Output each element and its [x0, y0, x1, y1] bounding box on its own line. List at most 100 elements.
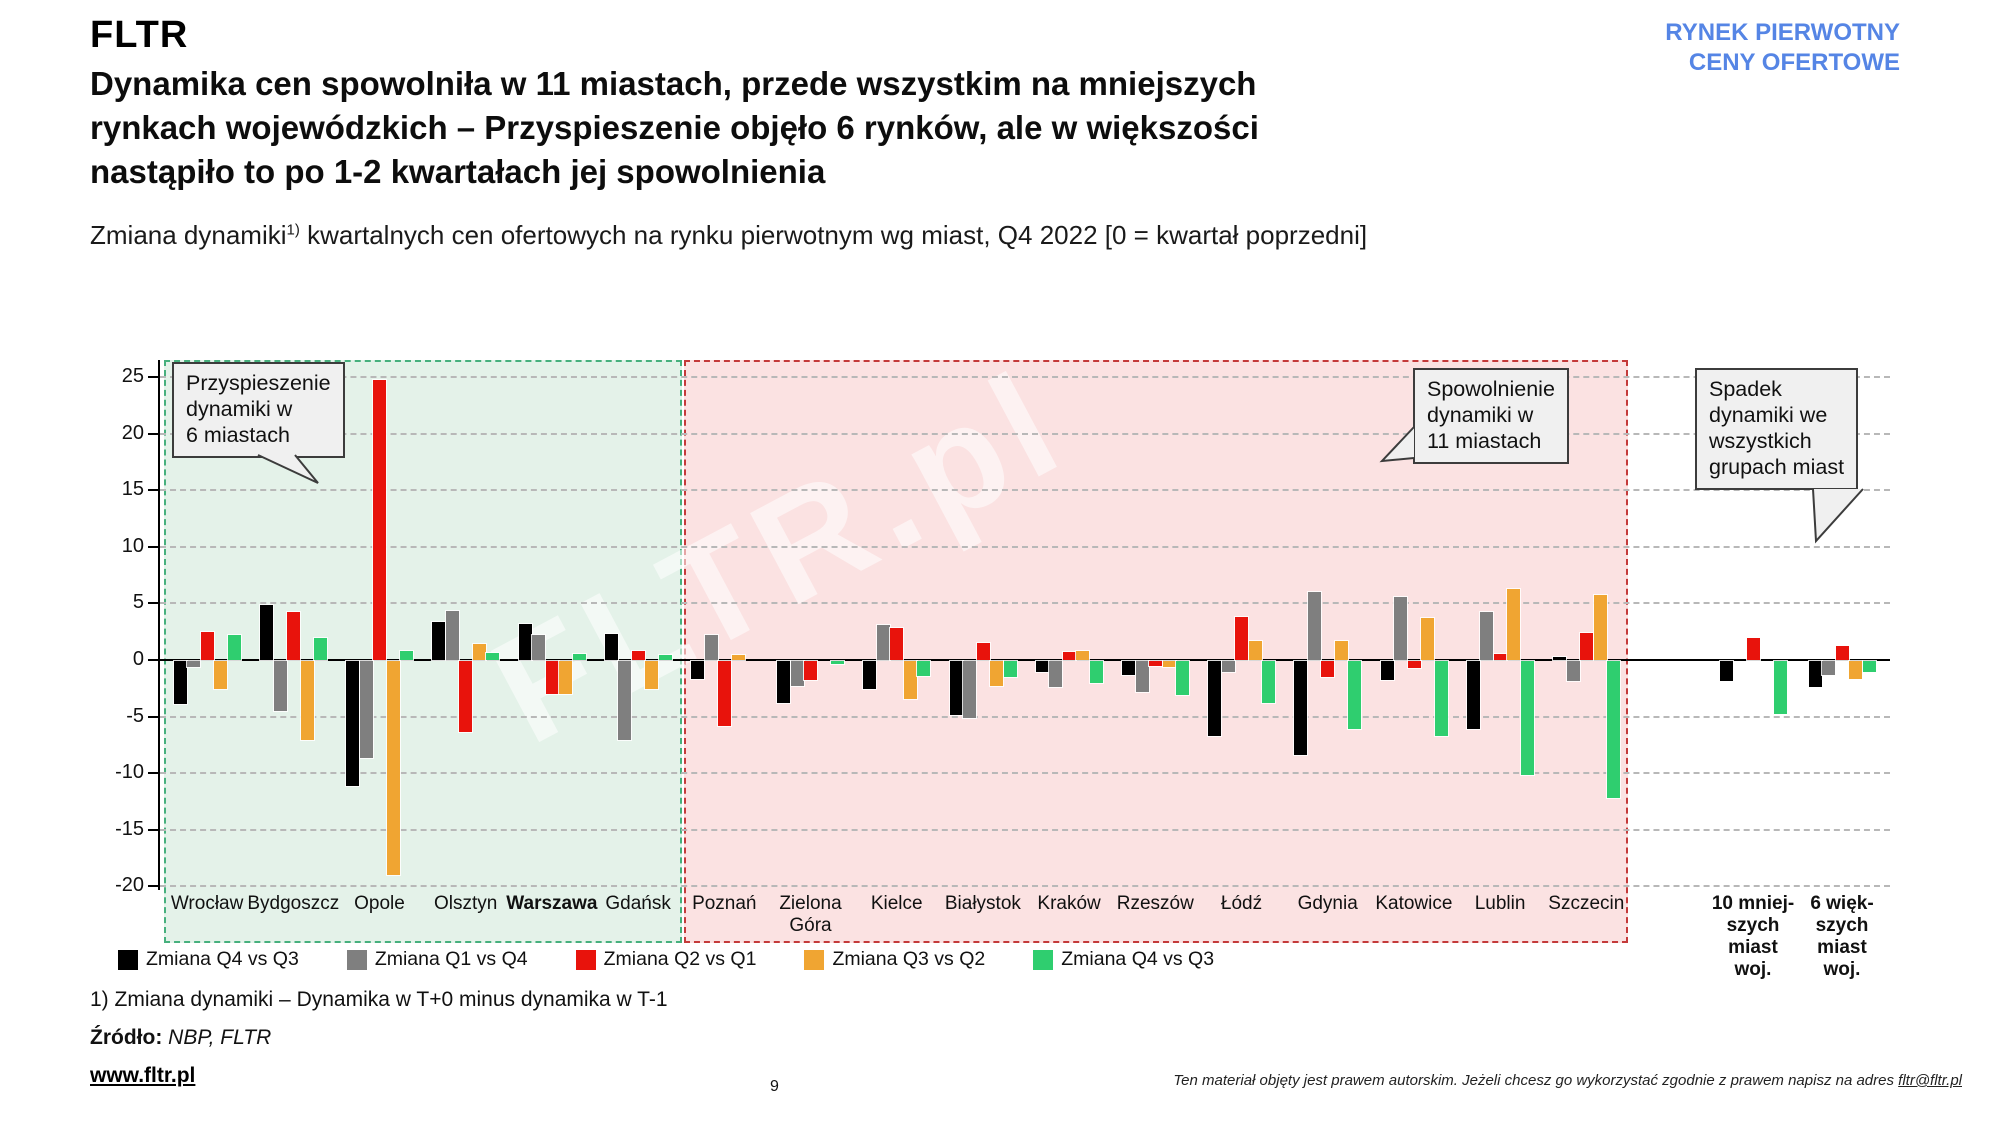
- callout-line: Spadek: [1709, 377, 1782, 401]
- gridline: [160, 885, 1890, 888]
- bar-series1-cat8: [875, 623, 891, 661]
- legend-item: Zmiana Q4 vs Q3: [118, 948, 299, 971]
- subtitle-rest: kwartalnych cen ofertowych na rynku pier…: [299, 220, 1368, 250]
- bar-series0-cat1: [259, 603, 275, 661]
- page-number: 9: [770, 1078, 779, 1095]
- axis-tick: [148, 376, 160, 378]
- bar-series4-cat1: [313, 637, 329, 661]
- legend-label: Zmiana Q1 vs Q4: [374, 948, 528, 970]
- bar-series4-cat14: [1433, 660, 1449, 737]
- bar-series4-cat8: [916, 660, 932, 677]
- gridline: [160, 715, 1890, 718]
- bar-series2-cat12: [1234, 615, 1250, 661]
- axis-tick: [148, 828, 160, 831]
- x-axis-label: Gdańsk: [605, 893, 671, 914]
- bar-series4-cat15: [1519, 659, 1535, 777]
- bar-series3-cat15: [1506, 587, 1522, 661]
- bar-series1-cat9: [962, 660, 978, 719]
- bar-series4-cat13: [1347, 660, 1363, 730]
- bar-series2-cat7: [803, 659, 819, 682]
- bar-series1-cat14: [1393, 595, 1409, 661]
- legend-label: Zmiana Q2 vs Q1: [603, 948, 757, 970]
- bar-series0-cat0: [172, 659, 188, 706]
- title-line-1: Dynamika cen spowolniła w 11 miastach, p…: [90, 65, 1257, 102]
- bar-series3-cat13: [1333, 639, 1349, 661]
- gridline: [160, 376, 1890, 378]
- source-label: Źródło:: [90, 1026, 163, 1049]
- legend-label: Zmiana Q3 vs Q2: [832, 948, 986, 970]
- bar-series3-cat1: [299, 659, 315, 742]
- bar-series0-cat2: [345, 660, 361, 787]
- x-axis-label: Zielona Góra: [779, 893, 842, 936]
- x-axis-label: Warszawa: [506, 893, 598, 914]
- y-axis-line: [158, 360, 160, 890]
- bar-series0-cat11: [1121, 660, 1137, 676]
- x-axis-label: 10 mniej-szych miast woj.: [1711, 893, 1795, 980]
- y-axis-tick-label: 15: [121, 478, 144, 501]
- legend-item: Zmiana Q1 vs Q4: [346, 948, 528, 971]
- bar-series1-cat6: [703, 634, 719, 661]
- bar-series4-cat12: [1261, 660, 1277, 704]
- axis-tick: [148, 432, 160, 435]
- bar-series0-cat4: [517, 622, 533, 661]
- gridline: [160, 602, 1890, 605]
- corner-line-2: CENY OFERTOWE: [1688, 49, 1900, 76]
- y-axis-tick-label: 20: [121, 421, 144, 444]
- x-axis-label: Gdynia: [1297, 893, 1358, 914]
- bar-series4-cat4: [571, 653, 587, 661]
- callout-line: Spowolnienie: [1427, 377, 1555, 401]
- page-title: Dynamika cen spowolniła w 11 miastach, p…: [90, 62, 1259, 194]
- x-axis-label: Wrocław: [170, 893, 244, 914]
- bar-series0-cat7: [776, 660, 792, 704]
- bar-series4-cat7: [830, 659, 846, 666]
- callout-deceleration: Spowolnienie dynamiki w 11 miastach: [1413, 368, 1569, 464]
- bar-series0-cat15: [1465, 660, 1481, 730]
- bar-series1-cat4: [531, 634, 547, 661]
- legend-item: Zmiana Q2 vs Q1: [575, 948, 757, 971]
- bar-series3-cat5: [644, 659, 660, 691]
- footnote: 1) Zmiana dynamiki – Dynamika w T+0 minu…: [90, 988, 668, 1011]
- bar-series2-cat13: [1320, 660, 1336, 678]
- bar-series4-cat0: [226, 634, 242, 661]
- gridline: [160, 828, 1890, 831]
- bar-series2-cat15: [1492, 653, 1508, 661]
- copyright-email-link[interactable]: fltr@fltr.pl: [1898, 1072, 1962, 1089]
- bar-series1-cat3: [444, 610, 460, 661]
- gridline: [160, 772, 1890, 775]
- source-line: Źródło: NBP, FLTR: [90, 1026, 271, 1050]
- bar-series1-cat1: [272, 660, 288, 712]
- axis-tick: [148, 489, 160, 492]
- bar-series0-cat16: [1552, 655, 1568, 662]
- bar-series2-cat18: [1834, 645, 1850, 661]
- bar-series2-cat8: [889, 627, 905, 661]
- x-axis-label: Bydgoszcz: [247, 893, 340, 914]
- axis-tick: [148, 715, 160, 718]
- bar-series0-cat8: [862, 659, 878, 691]
- bar-series4-cat18: [1861, 659, 1877, 674]
- bar-series3-cat3: [471, 643, 487, 661]
- bar-series2-cat1: [286, 611, 302, 661]
- x-axis-label: Kraków: [1037, 893, 1101, 914]
- bar-series2-cat10: [1061, 651, 1077, 661]
- legend-item: Zmiana Q4 vs Q3: [1033, 948, 1214, 971]
- website-link[interactable]: www.fltr.pl: [90, 1064, 196, 1087]
- copyright-text: Ten materiał objęty jest prawem autorski…: [1173, 1072, 1899, 1089]
- x-axis-label: Lublin: [1474, 893, 1526, 914]
- bar-series4-cat3: [485, 652, 501, 661]
- bar-series3-cat18: [1848, 659, 1864, 681]
- bar-series1-cat13: [1306, 591, 1322, 661]
- bar-series4-cat2: [399, 649, 415, 661]
- bar-series1-cat18: [1821, 660, 1837, 676]
- source-value: NBP, FLTR: [162, 1026, 272, 1049]
- bar-series2-cat3: [458, 659, 474, 734]
- bar-series2-cat14: [1406, 660, 1422, 669]
- callout-line: Przyspieszenie: [186, 371, 331, 395]
- bar-series4-cat16: [1606, 660, 1622, 799]
- legend-label: Zmiana Q4 vs Q3: [1061, 948, 1215, 970]
- bar-series4-cat5: [657, 654, 673, 661]
- bar-series1-cat5: [617, 659, 633, 742]
- bar-series0-cat13: [1293, 660, 1309, 756]
- corner-line-1: RYNEK PIERWOTNY: [1665, 19, 1900, 46]
- chart-legend: Zmiana Q4 vs Q3 Zmiana Q1 vs Q4 Zmiana Q2 …: [118, 948, 1214, 971]
- bar-series1-cat16: [1565, 659, 1581, 683]
